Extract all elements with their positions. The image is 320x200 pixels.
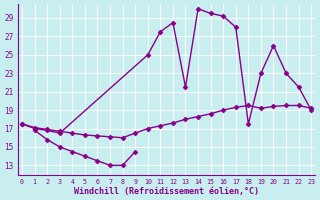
X-axis label: Windchill (Refroidissement éolien,°C): Windchill (Refroidissement éolien,°C) — [74, 187, 259, 196]
